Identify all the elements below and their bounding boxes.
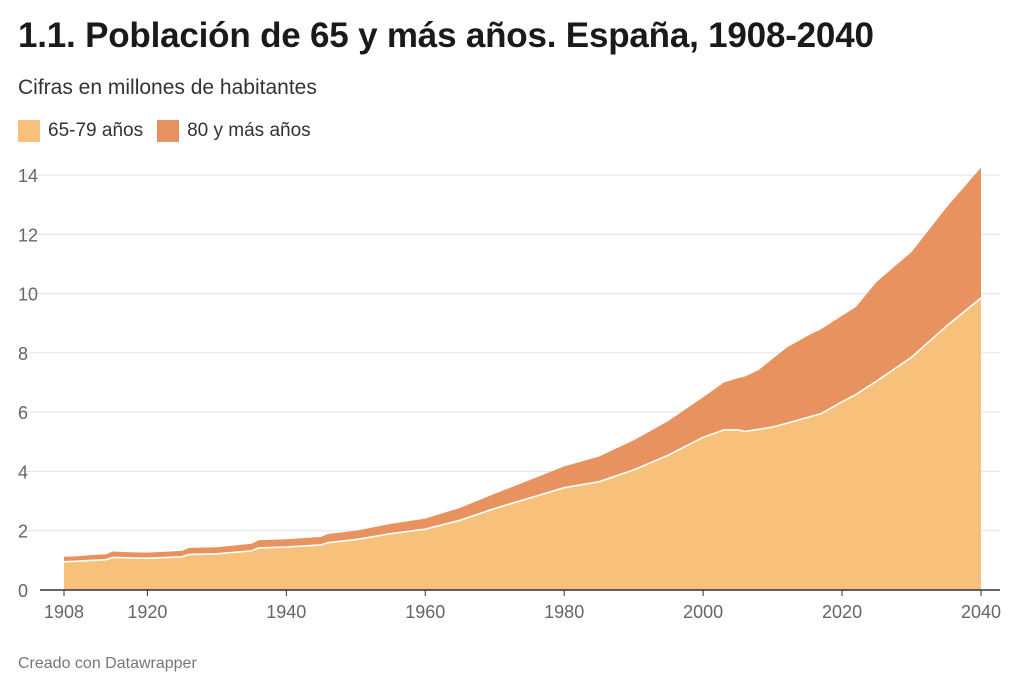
x-tick-label-2000: 2000 [683, 602, 723, 622]
area-80-plus [64, 167, 981, 562]
y-tick-label-12: 12 [18, 225, 38, 245]
axes: 0 2 4 6 8 10 12 14 1908 1920 1940 1960 1980 2000 2020 2… [18, 166, 1001, 622]
footer-credit: Creado con Datawrapper [18, 655, 197, 672]
x-tick-label-1960: 1960 [405, 602, 445, 622]
x-tick-label-1940: 1940 [266, 602, 306, 622]
legend-swatch-65-79 [18, 120, 40, 142]
legend-label-65-79: 65-79 años [48, 120, 144, 141]
chart-subtitle: Cifras en millones de habitantes [18, 76, 317, 99]
x-tick-label-2020: 2020 [822, 602, 862, 622]
y-tick-label-2: 2 [18, 522, 28, 542]
legend-label-80: 80 y más años [187, 120, 311, 141]
legend-item-80: 80 y más años [157, 120, 311, 142]
y-tick-label-10: 10 [18, 285, 38, 305]
y-tick-label-8: 8 [18, 344, 28, 364]
y-tick-label-6: 6 [18, 403, 28, 423]
legend: 65-79 años 80 y más años [18, 120, 311, 142]
y-tick-label-4: 4 [18, 462, 28, 482]
area-65-79 [64, 298, 981, 590]
y-tick-label-0: 0 [18, 581, 28, 601]
y-tick-label-14: 14 [18, 166, 38, 186]
x-tick-label-2040: 2040 [961, 602, 1001, 622]
series-boundary-line [63, 297, 982, 563]
chart-title: 1.1. Población de 65 y más años. España,… [18, 16, 874, 55]
x-tick-label-1980: 1980 [544, 602, 584, 622]
legend-swatch-80 [157, 120, 180, 142]
areas [63, 167, 982, 590]
legend-item-65-79: 65-79 años [18, 120, 143, 142]
x-tick-label-1908: 1908 [44, 602, 84, 622]
x-tick-label-1920: 1920 [127, 602, 167, 622]
